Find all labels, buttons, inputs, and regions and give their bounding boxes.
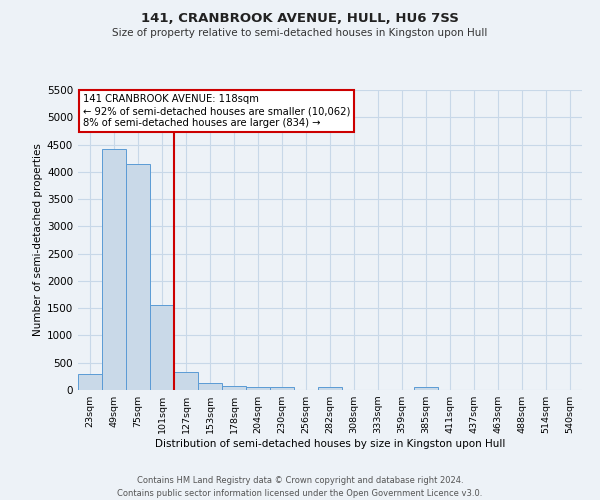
Text: 141 CRANBROOK AVENUE: 118sqm
← 92% of semi-detached houses are smaller (10,062)
: 141 CRANBROOK AVENUE: 118sqm ← 92% of se… xyxy=(83,94,350,128)
Text: Size of property relative to semi-detached houses in Kingston upon Hull: Size of property relative to semi-detach… xyxy=(112,28,488,38)
Y-axis label: Number of semi-detached properties: Number of semi-detached properties xyxy=(33,144,43,336)
Bar xyxy=(174,372,198,390)
Bar xyxy=(198,383,222,390)
Bar xyxy=(102,149,126,390)
Bar xyxy=(126,164,150,390)
Bar xyxy=(414,387,438,390)
Bar xyxy=(270,388,294,390)
Bar xyxy=(318,387,342,390)
Bar xyxy=(78,374,102,390)
Bar xyxy=(222,386,246,390)
Bar xyxy=(246,388,270,390)
Text: 141, CRANBROOK AVENUE, HULL, HU6 7SS: 141, CRANBROOK AVENUE, HULL, HU6 7SS xyxy=(141,12,459,26)
Bar xyxy=(150,305,174,390)
X-axis label: Distribution of semi-detached houses by size in Kingston upon Hull: Distribution of semi-detached houses by … xyxy=(155,439,505,449)
Text: Contains HM Land Registry data © Crown copyright and database right 2024.: Contains HM Land Registry data © Crown c… xyxy=(137,476,463,485)
Text: Contains public sector information licensed under the Open Government Licence v3: Contains public sector information licen… xyxy=(118,489,482,498)
